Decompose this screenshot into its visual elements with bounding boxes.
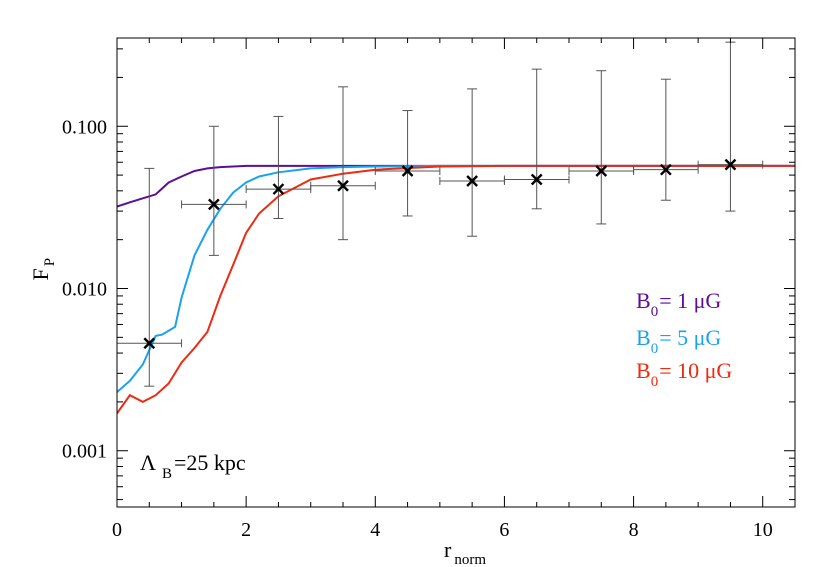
annotation-main: Λ	[140, 450, 156, 475]
legend-entry-sub: 0	[651, 304, 659, 320]
data-points-layer	[116, 41, 764, 387]
plot-frame	[116, 37, 796, 508]
legend-entry-sub: 0	[651, 341, 659, 357]
marker-x	[337, 179, 349, 192]
data-point	[310, 86, 376, 241]
marker-x	[208, 198, 220, 211]
annotation-text: =25 kpc	[174, 450, 246, 475]
legend-entry-main: B	[636, 358, 651, 383]
data-point	[181, 125, 247, 256]
data-point	[245, 115, 312, 220]
series-layer	[117, 164, 795, 414]
marker-x	[530, 173, 543, 186]
legend-entry-text: = 5 μG	[659, 325, 721, 350]
data-point	[697, 41, 764, 212]
legend-entry-sub: 0	[651, 374, 659, 390]
data-point	[503, 68, 570, 210]
data-point	[568, 70, 635, 225]
legend-entry-text: = 10 μG	[659, 358, 732, 383]
legend-entry-1: B0= 5 μG	[636, 325, 721, 357]
marker-x	[595, 165, 608, 177]
data-point	[374, 110, 441, 217]
y-axis-label: FP	[28, 258, 58, 281]
x-tick-label: 0	[112, 519, 122, 541]
marker-x	[724, 158, 737, 171]
series-line-1	[117, 164, 795, 393]
legend-entry-main: B	[636, 325, 651, 350]
legend-entry-2: B0= 10 μG	[636, 358, 732, 390]
data-point	[439, 88, 505, 237]
x-axis-label-sub: norm	[454, 552, 486, 567]
legend-entry-main: B	[636, 288, 651, 313]
legend-entry-text: = 1 μG	[659, 288, 721, 313]
x-axis-label-main: r	[444, 537, 452, 562]
y-axis-label-sub: P	[42, 258, 58, 266]
data-point	[633, 78, 699, 201]
marker-x	[466, 175, 478, 187]
y-tick-label: 0.100	[62, 116, 107, 138]
legend-entry-0: B0= 1 μG	[636, 288, 721, 320]
marker-x	[143, 337, 156, 350]
marker-x	[401, 165, 414, 177]
annotation-sub: B	[162, 466, 172, 482]
x-axis-label: r norm	[444, 537, 486, 567]
series-line-2	[117, 164, 795, 414]
annotation-lambda: Λ B=25 kpc	[140, 450, 246, 482]
y-tick-label: 0.001	[62, 441, 107, 463]
y-tick-label: 0.010	[62, 279, 107, 301]
y-axis-label-main: F	[28, 268, 53, 280]
marker-x	[272, 183, 285, 195]
x-tick-label: 8	[629, 519, 639, 541]
axes-layer	[116, 37, 796, 508]
x-tick-label: 4	[370, 519, 380, 541]
x-tick-label: 6	[499, 519, 509, 541]
marker-x	[660, 163, 672, 176]
x-tick-label: 2	[241, 519, 251, 541]
x-tick-label: 10	[753, 519, 773, 541]
data-point	[116, 167, 183, 387]
